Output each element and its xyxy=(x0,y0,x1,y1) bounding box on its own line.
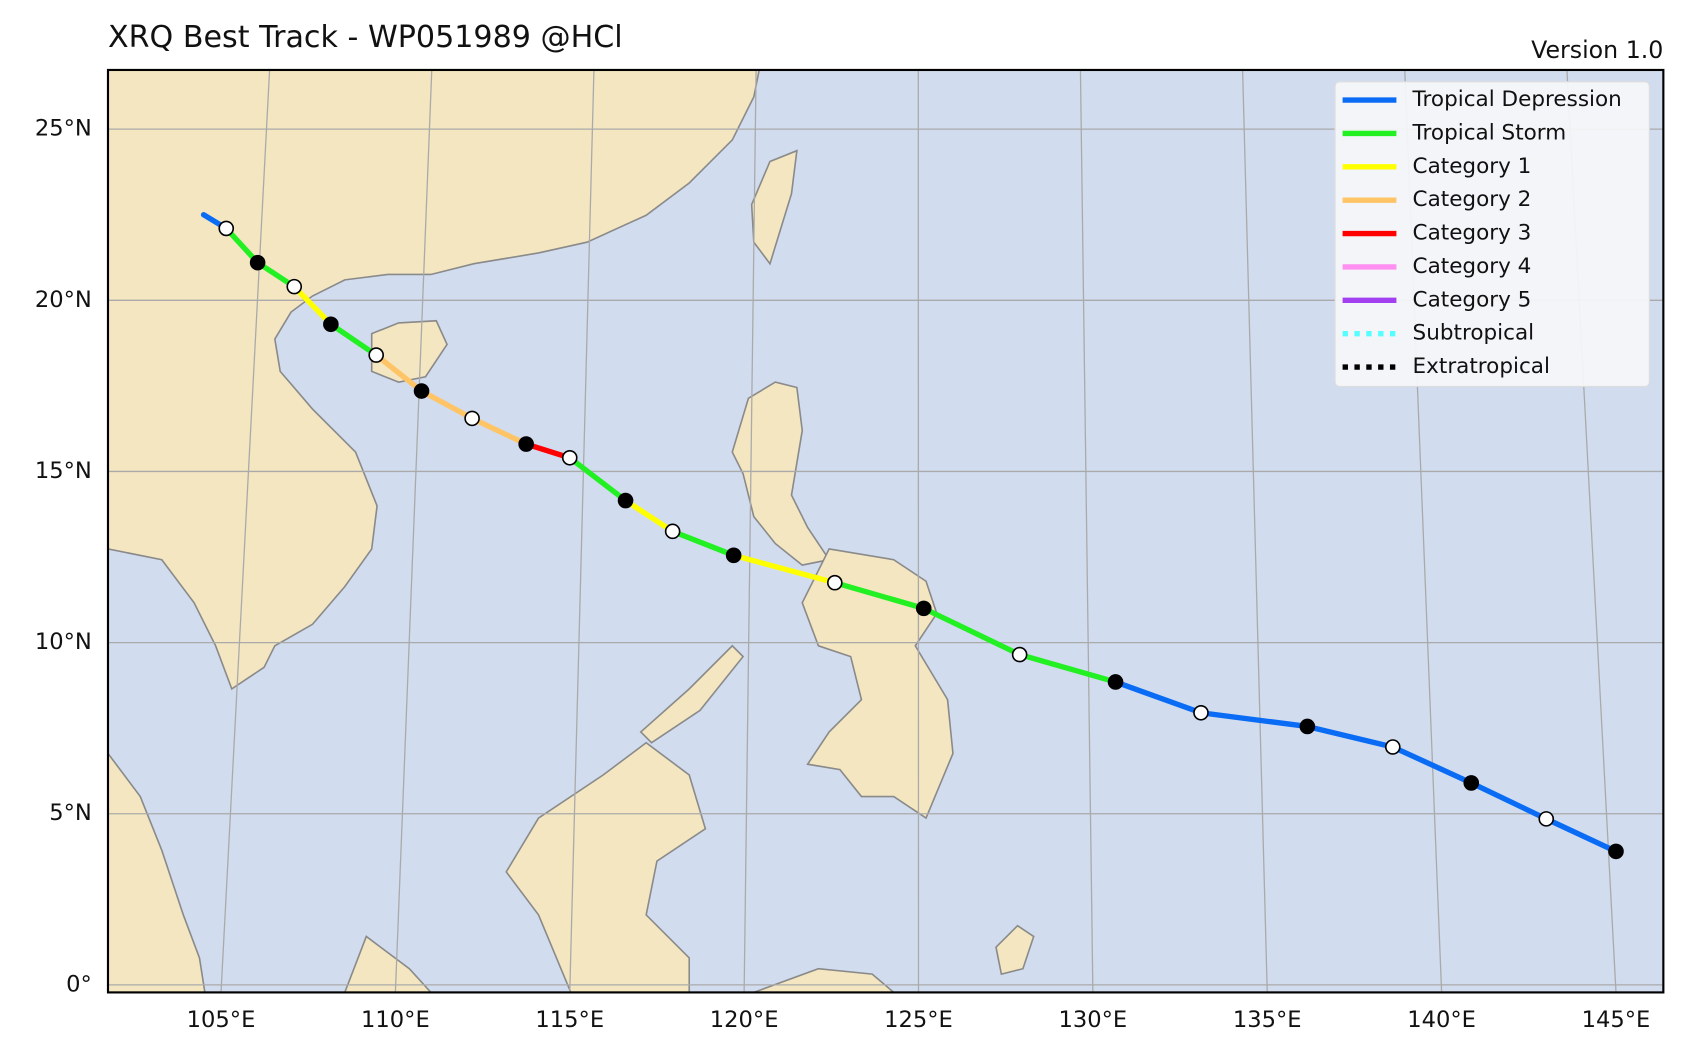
track-fix xyxy=(1300,719,1314,733)
lon-tick-label: 105°E xyxy=(187,1007,256,1033)
track-fix xyxy=(251,256,265,270)
lat-tick-label: 20°N xyxy=(35,287,92,313)
track-fix xyxy=(415,384,429,398)
lat-tick-label: 25°N xyxy=(35,116,92,142)
track-fix xyxy=(1109,675,1123,689)
track-fix xyxy=(1539,812,1553,826)
track-fix xyxy=(666,524,680,538)
lon-tick-label: 120°E xyxy=(710,1007,779,1033)
track-fix xyxy=(1609,844,1623,858)
legend-label: Tropical Storm xyxy=(1412,120,1567,145)
legend-label: Tropical Depression xyxy=(1412,87,1622,112)
lat-tick-label: 0° xyxy=(66,971,92,997)
lat-tick-label: 5°N xyxy=(49,800,92,826)
lat-tick-label: 10°N xyxy=(35,629,92,655)
lon-tick-label: 110°E xyxy=(361,1007,430,1033)
track-fix xyxy=(1013,648,1027,662)
track-fix xyxy=(287,280,301,294)
legend-label: Category 2 xyxy=(1413,187,1532,212)
track-fix xyxy=(828,576,842,590)
legend-label: Category 1 xyxy=(1413,154,1532,179)
track-fix xyxy=(324,317,338,331)
lat-tick-label: 15°N xyxy=(35,458,92,484)
legend-label: Category 4 xyxy=(1413,254,1532,279)
track-fix xyxy=(465,411,479,425)
track-fix xyxy=(619,494,633,508)
track-fix xyxy=(369,348,383,362)
lon-tick-label: 115°E xyxy=(535,1007,604,1033)
legend-label: Subtropical xyxy=(1413,321,1535,346)
legend-label: Category 5 xyxy=(1413,287,1532,312)
track-fix xyxy=(1386,740,1400,754)
track-fix xyxy=(1464,776,1478,790)
track-fix xyxy=(519,437,533,451)
legend: Tropical Depression Tropical Storm Categor… xyxy=(1335,82,1649,387)
title: XRQ Best Track - WP051989 @HCl xyxy=(108,20,623,55)
legend-label: Extratropical xyxy=(1413,354,1550,379)
version: Version 1.0 xyxy=(1531,36,1663,64)
track-fix xyxy=(727,548,741,562)
lon-tick-label: 125°E xyxy=(884,1007,953,1033)
lon-tick-label: 145°E xyxy=(1582,1007,1651,1033)
track-fix xyxy=(563,451,577,465)
legend-label: Category 3 xyxy=(1413,221,1532,246)
track-fix xyxy=(917,601,931,615)
lon-tick-label: 130°E xyxy=(1059,1007,1128,1033)
lon-tick-label: 135°E xyxy=(1233,1007,1302,1033)
track-fix xyxy=(1194,706,1208,720)
track-fix xyxy=(219,221,233,235)
lon-tick-label: 140°E xyxy=(1407,1007,1476,1033)
